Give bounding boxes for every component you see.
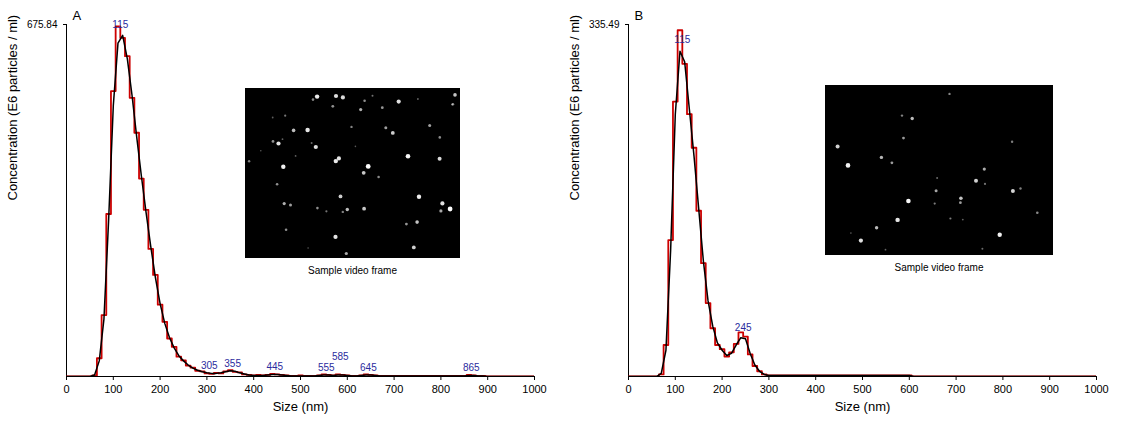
svg-text:800: 800 xyxy=(994,383,1012,395)
svg-text:Concentration (E6 particles /: Concentration (E6 particles / ml) xyxy=(5,15,20,201)
svg-text:115: 115 xyxy=(112,19,128,30)
svg-text:245: 245 xyxy=(735,322,752,333)
svg-text:500: 500 xyxy=(853,383,871,395)
svg-text:100: 100 xyxy=(666,383,684,395)
svg-text:675.84: 675.84 xyxy=(27,19,58,30)
svg-text:555: 555 xyxy=(318,362,335,373)
svg-text:100: 100 xyxy=(104,383,122,395)
svg-text:0: 0 xyxy=(63,383,69,395)
html-text:Sample video frame: Sample video frame xyxy=(894,262,984,273)
svg-text:305: 305 xyxy=(201,360,218,371)
svg-text:A: A xyxy=(73,8,82,23)
svg-text:1000: 1000 xyxy=(522,383,546,395)
svg-text:1000: 1000 xyxy=(1084,383,1108,395)
svg-text:900: 900 xyxy=(1041,383,1059,395)
html-text:Sample video frame: Sample video frame xyxy=(308,265,397,276)
svg-text:645: 645 xyxy=(360,362,377,373)
svg-text:335.49: 335.49 xyxy=(589,19,620,30)
svg-text:700: 700 xyxy=(385,383,403,395)
svg-text:400: 400 xyxy=(245,383,263,395)
svg-text:B: B xyxy=(635,8,644,23)
svg-text:115: 115 xyxy=(674,34,690,45)
svg-text:200: 200 xyxy=(151,383,169,395)
svg-text:Size (nm): Size (nm) xyxy=(273,399,329,414)
svg-text:355: 355 xyxy=(224,358,241,369)
svg-text:700: 700 xyxy=(947,383,965,395)
svg-text:600: 600 xyxy=(338,383,356,395)
svg-text:865: 865 xyxy=(463,362,480,373)
svg-text:300: 300 xyxy=(760,383,778,395)
svg-text:500: 500 xyxy=(291,383,309,395)
svg-text:800: 800 xyxy=(432,383,450,395)
svg-text:900: 900 xyxy=(479,383,497,395)
svg-text:400: 400 xyxy=(807,383,825,395)
svg-text:300: 300 xyxy=(198,383,216,395)
svg-text:0: 0 xyxy=(625,383,631,395)
svg-text:Size (nm): Size (nm) xyxy=(835,399,891,414)
svg-text:585: 585 xyxy=(332,351,349,362)
svg-text:445: 445 xyxy=(266,361,283,372)
svg-text:Concentration (E6 particles /: Concentration (E6 particles / ml) xyxy=(567,15,582,201)
svg-text:600: 600 xyxy=(900,383,918,395)
svg-text:200: 200 xyxy=(713,383,731,395)
